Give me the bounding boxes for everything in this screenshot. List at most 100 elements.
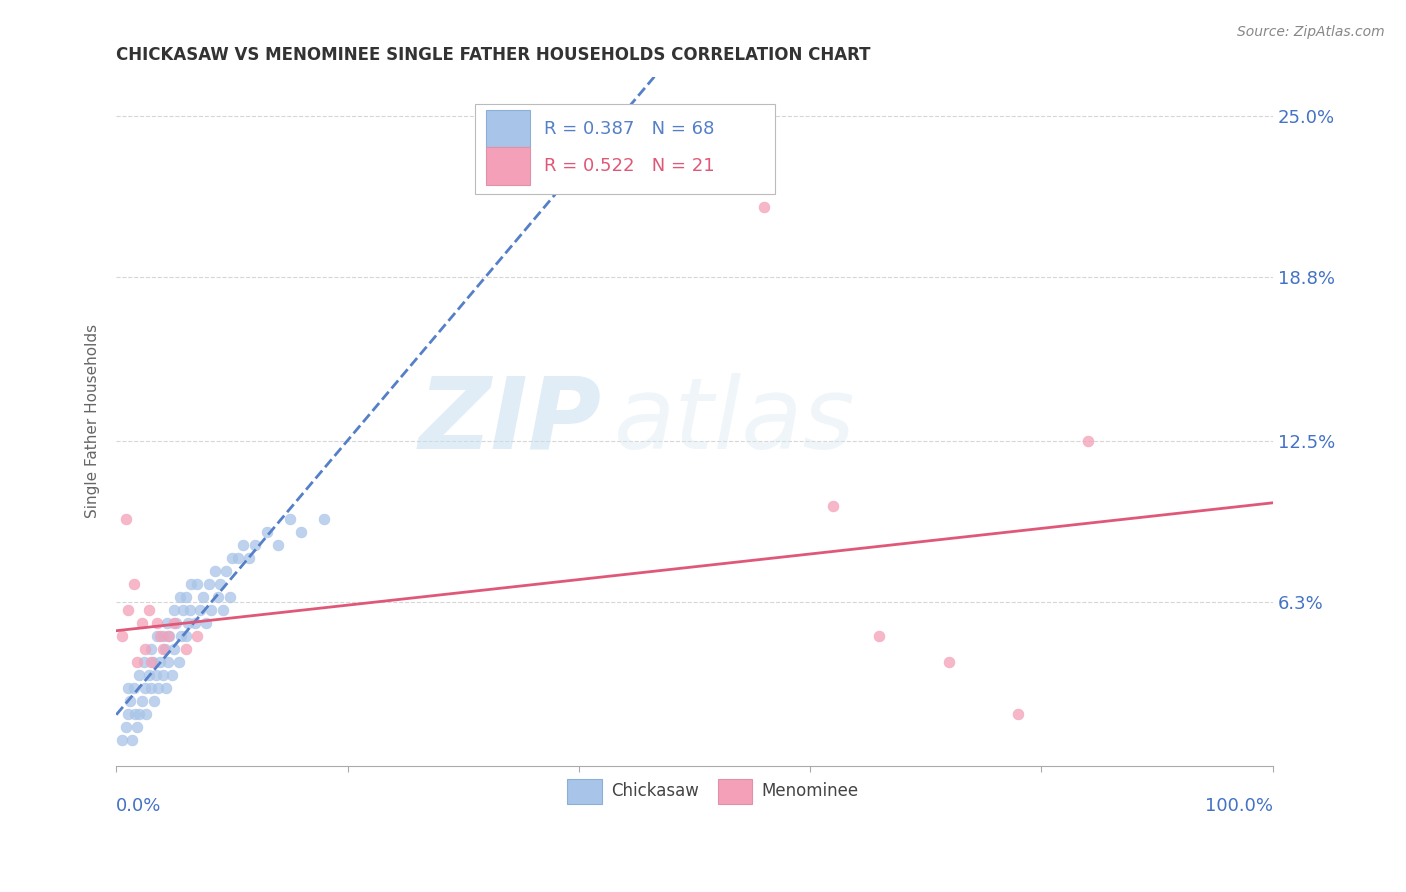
- Text: R = 0.522   N = 21: R = 0.522 N = 21: [544, 157, 714, 176]
- Point: [152, 667, 174, 681]
- Point: [188, 603, 211, 617]
- Point: [157, 629, 180, 643]
- Point: [132, 655, 155, 669]
- Point: [186, 576, 208, 591]
- FancyBboxPatch shape: [717, 780, 752, 804]
- Point: [172, 603, 194, 617]
- Point: [159, 629, 181, 643]
- Point: [114, 512, 136, 526]
- Point: [160, 667, 183, 681]
- Point: [122, 681, 145, 695]
- Point: [156, 615, 179, 630]
- Text: Chickasaw: Chickasaw: [612, 782, 699, 800]
- Point: [111, 732, 134, 747]
- Point: [149, 629, 172, 643]
- Point: [117, 706, 139, 721]
- Point: [232, 538, 254, 552]
- Point: [191, 590, 214, 604]
- Point: [195, 615, 218, 630]
- Point: [146, 681, 169, 695]
- Point: [211, 603, 233, 617]
- Point: [145, 615, 167, 630]
- Point: [127, 655, 149, 669]
- Point: [121, 732, 143, 747]
- Point: [131, 694, 153, 708]
- Point: [117, 681, 139, 695]
- Text: 100.0%: 100.0%: [1205, 797, 1272, 814]
- Point: [218, 590, 240, 604]
- Point: [131, 615, 153, 630]
- Point: [238, 550, 260, 565]
- Point: [267, 538, 290, 552]
- Point: [170, 629, 193, 643]
- Point: [117, 603, 139, 617]
- Text: atlas: atlas: [613, 373, 855, 470]
- Point: [215, 564, 238, 578]
- Point: [135, 706, 157, 721]
- Point: [128, 667, 150, 681]
- Point: [177, 615, 200, 630]
- Point: [180, 576, 202, 591]
- Point: [1077, 434, 1099, 448]
- Point: [152, 641, 174, 656]
- FancyBboxPatch shape: [486, 110, 530, 147]
- Point: [184, 615, 207, 630]
- Text: 0.0%: 0.0%: [117, 797, 162, 814]
- Y-axis label: Single Father Households: Single Father Households: [86, 324, 100, 518]
- Text: Source: ZipAtlas.com: Source: ZipAtlas.com: [1237, 25, 1385, 39]
- Point: [142, 655, 165, 669]
- Point: [290, 524, 312, 539]
- Point: [163, 615, 186, 630]
- Point: [145, 667, 167, 681]
- Point: [197, 576, 219, 591]
- Point: [138, 603, 160, 617]
- Point: [200, 603, 222, 617]
- Point: [114, 720, 136, 734]
- Point: [869, 629, 891, 643]
- Point: [174, 590, 197, 604]
- Point: [139, 641, 162, 656]
- Point: [155, 681, 177, 695]
- FancyBboxPatch shape: [475, 104, 775, 194]
- Point: [209, 576, 232, 591]
- Point: [149, 655, 172, 669]
- Point: [128, 706, 150, 721]
- Point: [139, 655, 162, 669]
- Point: [152, 629, 174, 643]
- Point: [143, 694, 166, 708]
- Point: [134, 641, 156, 656]
- FancyBboxPatch shape: [486, 147, 530, 186]
- Point: [169, 590, 191, 604]
- Point: [138, 667, 160, 681]
- Point: [167, 655, 190, 669]
- Point: [243, 538, 266, 552]
- Point: [134, 681, 156, 695]
- Point: [226, 550, 249, 565]
- Text: Menominee: Menominee: [762, 782, 859, 800]
- Point: [139, 681, 162, 695]
- Point: [122, 576, 145, 591]
- Point: [823, 499, 845, 513]
- Text: R = 0.387   N = 68: R = 0.387 N = 68: [544, 120, 714, 137]
- Text: CHICKASAW VS MENOMINEE SINGLE FATHER HOUSEHOLDS CORRELATION CHART: CHICKASAW VS MENOMINEE SINGLE FATHER HOU…: [117, 46, 870, 64]
- FancyBboxPatch shape: [567, 780, 602, 804]
- Point: [174, 641, 197, 656]
- Point: [111, 629, 134, 643]
- Point: [145, 629, 167, 643]
- Point: [163, 603, 186, 617]
- Point: [314, 512, 336, 526]
- Point: [120, 694, 142, 708]
- Point: [179, 603, 201, 617]
- Point: [221, 550, 243, 565]
- Point: [207, 590, 229, 604]
- Point: [938, 655, 960, 669]
- Text: ZIP: ZIP: [419, 373, 602, 470]
- Point: [127, 720, 149, 734]
- Point: [1007, 706, 1029, 721]
- Point: [256, 524, 278, 539]
- Point: [278, 512, 301, 526]
- Point: [752, 200, 775, 214]
- Point: [204, 564, 226, 578]
- Point: [157, 655, 180, 669]
- Point: [153, 641, 176, 656]
